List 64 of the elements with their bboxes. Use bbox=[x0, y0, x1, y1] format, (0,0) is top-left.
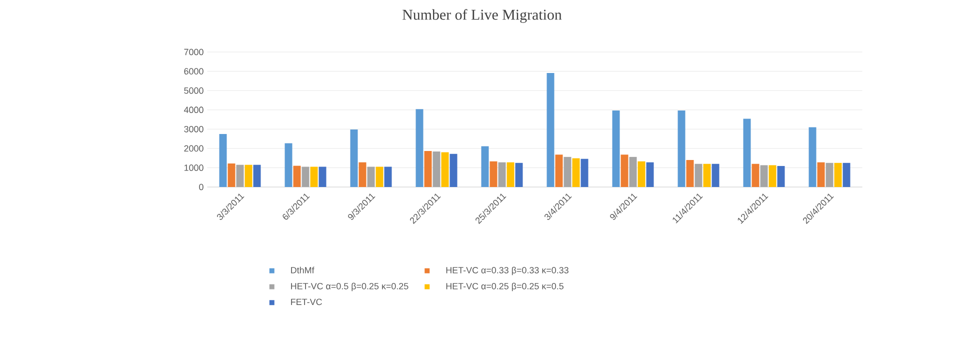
bar bbox=[376, 166, 384, 187]
bar bbox=[620, 154, 628, 187]
bar bbox=[686, 160, 694, 187]
y-tick-label: 0 bbox=[199, 184, 204, 190]
bar bbox=[515, 162, 523, 187]
bar bbox=[834, 162, 842, 187]
bar bbox=[694, 164, 702, 187]
bar bbox=[424, 150, 432, 187]
bar bbox=[703, 164, 711, 187]
legend-label: HET-VC α=0.5 β=0.25 κ=0.25 bbox=[291, 282, 408, 292]
y-tick-label: 5000 bbox=[184, 87, 204, 94]
bar bbox=[310, 166, 318, 187]
bar bbox=[826, 162, 834, 187]
bar bbox=[219, 134, 227, 187]
bar bbox=[546, 73, 554, 187]
bar bbox=[432, 152, 440, 187]
bar bbox=[450, 154, 458, 187]
bar bbox=[318, 166, 326, 187]
bar bbox=[777, 166, 785, 187]
bar bbox=[350, 130, 358, 187]
bar bbox=[498, 162, 506, 187]
y-tick-label: 6000 bbox=[184, 68, 204, 74]
bar bbox=[490, 161, 498, 187]
bar bbox=[760, 165, 768, 187]
chart-title: Number of Live Migration bbox=[402, 9, 562, 23]
bar bbox=[244, 164, 252, 187]
bar bbox=[612, 110, 620, 187]
bar bbox=[817, 162, 825, 187]
legend-label: HET-VC α=0.33 β=0.33 κ=0.33 bbox=[446, 266, 568, 276]
bar bbox=[384, 166, 392, 187]
bar bbox=[228, 163, 236, 187]
bar bbox=[712, 164, 720, 187]
y-tick-label: 7000 bbox=[184, 48, 204, 56]
bar bbox=[629, 156, 637, 187]
bar bbox=[293, 166, 301, 187]
bar bbox=[743, 118, 751, 187]
y-tick-label: 4000 bbox=[184, 106, 204, 114]
legend-label: DthMf bbox=[291, 266, 314, 274]
bar bbox=[842, 162, 850, 187]
bar bbox=[808, 127, 816, 187]
bar bbox=[253, 164, 261, 187]
y-tick-label: 2000 bbox=[184, 145, 204, 152]
bar bbox=[416, 109, 424, 187]
y-tick-label: 1000 bbox=[184, 164, 204, 171]
bar bbox=[236, 164, 244, 187]
bar bbox=[506, 162, 514, 187]
bar bbox=[678, 110, 686, 187]
bar bbox=[768, 165, 776, 187]
bar bbox=[284, 143, 292, 187]
bar bbox=[358, 162, 366, 187]
bar bbox=[555, 154, 563, 187]
bar bbox=[752, 164, 760, 187]
y-tick-label: 3000 bbox=[184, 126, 204, 132]
bar bbox=[481, 146, 489, 187]
legend-label: FET-VC bbox=[291, 298, 322, 306]
bar bbox=[580, 158, 588, 187]
bar bbox=[572, 158, 580, 187]
bar bbox=[564, 156, 572, 187]
legend-label: HET-VC α=0.25 β=0.25 κ=0.5 bbox=[446, 282, 564, 292]
bar bbox=[646, 162, 654, 187]
bar bbox=[638, 161, 646, 187]
bar bbox=[367, 166, 375, 187]
bar bbox=[441, 152, 449, 187]
bar bbox=[302, 166, 310, 187]
